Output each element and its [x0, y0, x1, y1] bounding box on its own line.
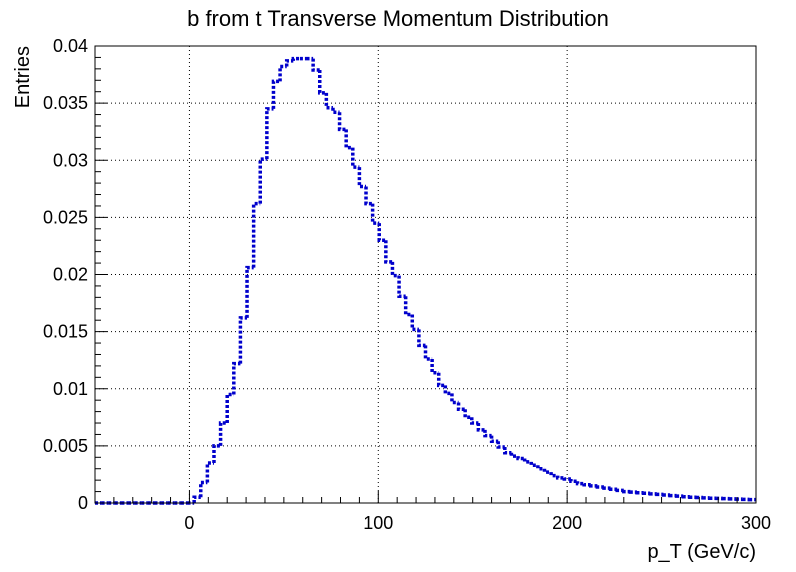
- histogram-bin-65: [522, 458, 532, 464]
- histogram-bin-75: [589, 484, 598, 488]
- histogram-bin-81: [628, 490, 638, 494]
- histogram-bin-47: [403, 296, 413, 317]
- histogram-bin-59: [483, 429, 492, 438]
- histogram-bin-50: [423, 345, 433, 361]
- histogram-bin-82: [635, 490, 644, 495]
- x-tick-label-3: 300: [741, 513, 771, 533]
- histogram-bin-24: [251, 201, 261, 268]
- histogram-bin-16: [199, 480, 208, 498]
- histogram-bin-30: [291, 56, 300, 61]
- histogram-bin-58: [476, 423, 485, 432]
- histogram-bin-66: [529, 461, 538, 468]
- histogram-bin-84: [648, 492, 657, 496]
- histogram-bin-51: [430, 359, 439, 375]
- grid-lines: [95, 46, 756, 503]
- x-axis-label: p_T (GeV/c): [647, 541, 756, 563]
- y-tick-label-7: 0.035: [43, 93, 88, 113]
- histogram-bin-35: [324, 92, 333, 110]
- histogram-bin-72: [569, 479, 578, 484]
- histogram-bin-21: [232, 361, 241, 395]
- histogram-bin-42: [370, 203, 380, 225]
- histogram-bin-52: [436, 372, 446, 388]
- histogram-bin-71: [562, 477, 571, 481]
- x-tick-label-2: 200: [552, 513, 582, 533]
- histogram-bin-15: [192, 495, 201, 503]
- histogram-bin-76: [595, 485, 604, 489]
- histogram-bin-46: [397, 275, 406, 298]
- histogram-bin-17: [205, 461, 214, 483]
- histogram-bin-83: [641, 491, 651, 496]
- histogram-bin-79: [615, 488, 624, 493]
- y-tick-label-3: 0.015: [43, 322, 88, 342]
- histogram-bin-53: [443, 385, 452, 396]
- histogram-bin-33: [311, 58, 320, 72]
- y-tick-label-1: 0.005: [43, 436, 88, 456]
- histogram-bin-38: [344, 129, 353, 150]
- histogram-bin-48: [410, 314, 419, 332]
- x-axis-ticks: 0 100 200 300: [94, 491, 771, 533]
- histogram-bin-25: [258, 157, 267, 204]
- histogram-bin-57: [470, 417, 479, 425]
- histogram-bins: [95, 56, 756, 505]
- histogram-bin-68: [542, 468, 552, 474]
- histogram-bin-64: [516, 456, 525, 461]
- plot-frame: [94, 45, 757, 504]
- histogram-bin-67: [536, 465, 545, 471]
- histogram-bin-45: [390, 261, 400, 278]
- histogram-bin-41: [364, 186, 373, 206]
- histogram-bin-18: [212, 444, 221, 464]
- histogram-bin-70: [555, 475, 565, 480]
- y-tick-label-4: 0.02: [53, 265, 88, 285]
- y-tick-label-8: 0.04: [53, 36, 88, 56]
- y-tick-label-0: 0: [78, 493, 88, 513]
- histogram-bin-90: [688, 495, 697, 500]
- histogram-bin-29: [284, 59, 294, 67]
- histogram-bin-80: [622, 489, 631, 494]
- histogram-bin-34: [317, 69, 327, 95]
- histogram-bin-69: [549, 472, 558, 478]
- histogram-bin-56: [463, 409, 472, 420]
- histogram-bin-87: [668, 493, 677, 498]
- x-tick-label-1: 100: [363, 513, 393, 533]
- y-tick-label-2: 0.01: [53, 379, 88, 399]
- histogram-bin-55: [456, 402, 466, 412]
- histogram-bin-26: [265, 107, 274, 160]
- histogram-bin-39: [351, 147, 360, 169]
- x-tick-label-0: 0: [184, 513, 194, 533]
- histogram-bin-63: [509, 452, 519, 458]
- histogram-bin-22: [238, 316, 248, 364]
- histogram-bin-37: [337, 112, 347, 132]
- histogram-bin-62: [503, 447, 512, 455]
- histogram-bin-74: [582, 482, 591, 487]
- histogram-bin-89: [681, 494, 690, 499]
- y-axis-ticks: 0 0.005 0.01 0.015 0.02 0.025 0.03 0.035 0.04: [43, 36, 107, 513]
- histogram-bin-88: [674, 494, 684, 498]
- histogram-bin-54: [450, 393, 459, 405]
- chart-title: b from t Transverse Momentum Distributio…: [187, 6, 609, 31]
- histogram-bin-77: [602, 486, 611, 490]
- histogram-bin-23: [245, 265, 254, 318]
- histogram-bin-61: [496, 441, 505, 449]
- y-tick-label-5: 0.025: [43, 207, 88, 227]
- histogram-bin-28: [278, 64, 287, 82]
- histogram-bin-60: [489, 435, 499, 444]
- histogram-bin-86: [661, 493, 671, 497]
- histogram-bin-49: [417, 329, 426, 348]
- histogram-bin-27: [271, 79, 281, 109]
- histogram-bin-78: [608, 487, 618, 492]
- y-axis-label: Entries: [12, 46, 34, 108]
- histogram-bin-85: [655, 492, 664, 497]
- histogram-bin-44: [384, 240, 393, 264]
- histogram-bin-40: [357, 167, 367, 189]
- y-tick-label-6: 0.03: [53, 150, 88, 170]
- histogram-bin-43: [377, 223, 386, 242]
- histogram-bin-73: [575, 481, 585, 486]
- histogram-bin-20: [225, 392, 234, 424]
- histogram-bin-19: [218, 421, 228, 446]
- histogram-bin-36: [331, 107, 340, 115]
